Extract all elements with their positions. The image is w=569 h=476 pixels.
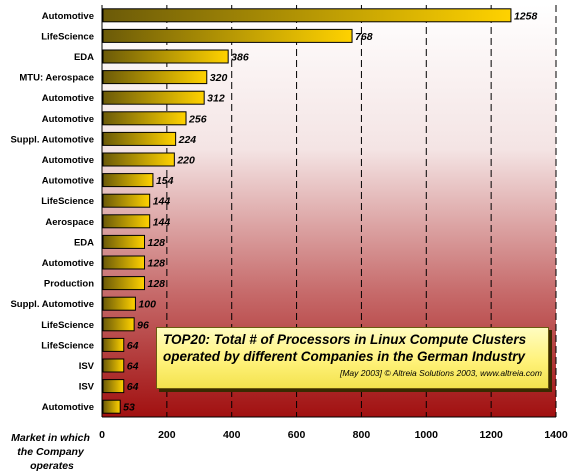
value-label: 100 xyxy=(138,299,156,311)
annotation-title: TOP20: Total # of Processors in Linux Co… xyxy=(163,331,542,365)
x-tick-labels: 0 200 400 600 800 1000 1200 1400 xyxy=(99,429,568,441)
category-labels: Automotive LifeScience EDA MTU: Aerospace Au… xyxy=(10,11,94,413)
bar xyxy=(102,173,154,188)
bar xyxy=(102,152,175,167)
value-label: 386 xyxy=(231,52,249,64)
category-label: Automotive xyxy=(42,176,94,187)
bar xyxy=(102,255,146,270)
value-label: 154 xyxy=(156,175,174,187)
value-label: 224 xyxy=(178,134,197,146)
category-label: Automotive xyxy=(42,93,94,104)
category-label: Production xyxy=(44,279,94,290)
category-label: Automotive xyxy=(42,402,94,413)
bar xyxy=(102,8,512,23)
x-tick-label: 1000 xyxy=(415,429,439,441)
bar xyxy=(102,90,205,105)
value-label: 128 xyxy=(148,237,166,249)
category-label: MTU: Aerospace xyxy=(19,73,94,84)
bar xyxy=(102,337,125,352)
category-label: LifeScience xyxy=(41,31,94,42)
category-label: Automotive xyxy=(42,11,94,22)
bar xyxy=(102,234,146,249)
category-label: Automotive xyxy=(42,155,94,166)
value-label: 64 xyxy=(127,381,139,393)
bar xyxy=(102,399,121,414)
annotation-title-line-2: operated by different Companies in the G… xyxy=(163,349,526,364)
bar xyxy=(102,70,208,85)
category-label: Automotive xyxy=(42,114,94,125)
value-label: 64 xyxy=(127,340,139,352)
bar xyxy=(102,193,151,208)
value-label: 320 xyxy=(210,72,228,84)
x-tick-label: 1400 xyxy=(544,429,568,441)
bar xyxy=(102,276,146,291)
x-tick-label: 200 xyxy=(158,429,176,441)
x-tick-label: 1200 xyxy=(479,429,503,441)
category-label: EDA xyxy=(74,237,94,248)
category-label: Suppl. Automotive xyxy=(10,134,94,145)
x-tick-label: 600 xyxy=(288,429,306,441)
value-label: 53 xyxy=(123,402,135,414)
category-label: LifeScience xyxy=(41,340,94,351)
chart-annotation-box: TOP20: Total # of Processors in Linux Co… xyxy=(156,327,549,389)
bar xyxy=(102,358,125,373)
x-tick-label: 800 xyxy=(353,429,371,441)
bar xyxy=(102,317,135,332)
value-label: 256 xyxy=(188,113,207,125)
category-label: LifeScience xyxy=(41,320,94,331)
bar xyxy=(102,131,177,146)
x-tick-label: 0 xyxy=(99,429,105,441)
bar xyxy=(102,111,187,126)
value-label: 1258 xyxy=(514,10,538,22)
category-label: Automotive xyxy=(42,258,94,269)
x-axis-label: Market in which the Company operates xyxy=(11,432,93,472)
value-label: 144 xyxy=(153,196,171,208)
value-label: 128 xyxy=(148,258,166,270)
value-label: 96 xyxy=(137,319,149,331)
value-label: 128 xyxy=(148,278,166,290)
value-label: 312 xyxy=(207,93,225,105)
value-label: 220 xyxy=(176,155,195,167)
annotation-source: [May 2003] © Altreia Solutions 2003, www… xyxy=(339,368,542,378)
category-label: EDA xyxy=(74,52,94,63)
bars xyxy=(102,8,512,414)
bar xyxy=(102,49,229,64)
bar xyxy=(102,28,353,43)
bar xyxy=(102,379,125,394)
category-label: Suppl. Automotive xyxy=(10,299,94,310)
category-label: ISV xyxy=(79,382,95,393)
value-label: 144 xyxy=(153,216,171,228)
annotation-title-line-1: TOP20: Total # of Processors in Linux Co… xyxy=(163,332,527,347)
value-label: 64 xyxy=(127,361,139,373)
x-tick-label: 400 xyxy=(223,429,241,441)
value-label: 768 xyxy=(355,31,373,43)
category-label: Aerospace xyxy=(45,217,94,228)
bar xyxy=(102,214,151,229)
category-label: ISV xyxy=(79,361,95,372)
category-label: LifeScience xyxy=(41,196,94,207)
bar xyxy=(102,296,136,311)
